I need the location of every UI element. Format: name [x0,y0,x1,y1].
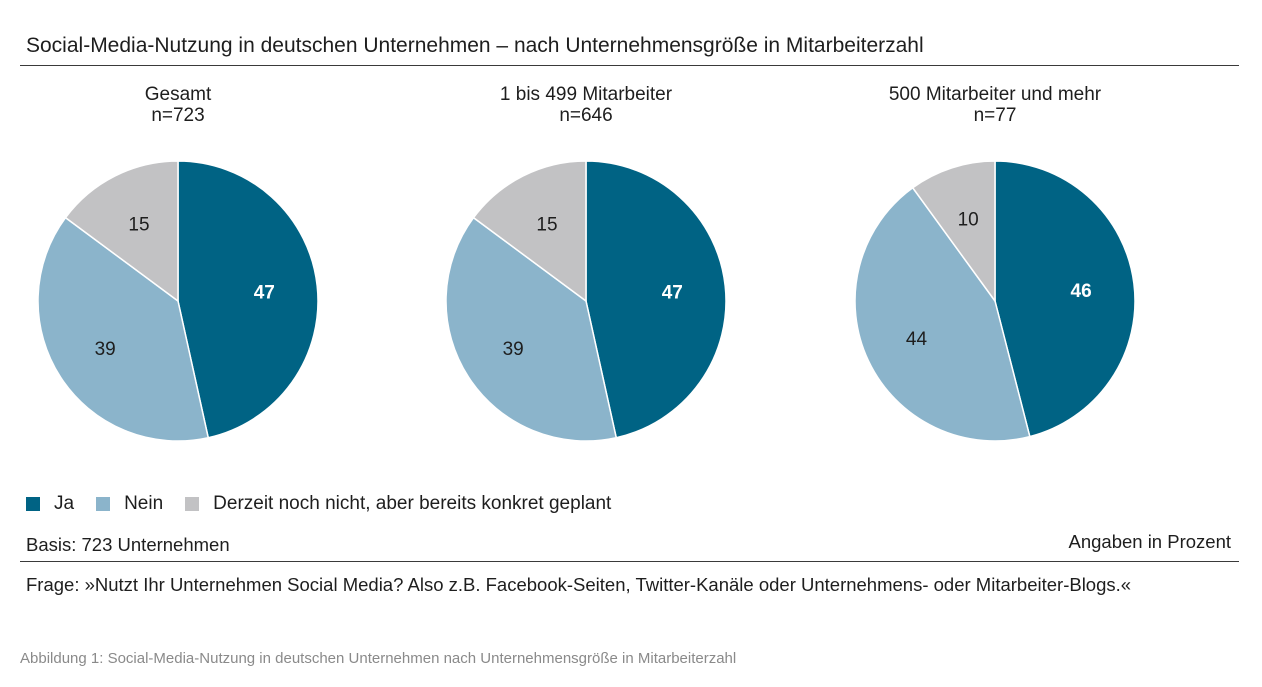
legend-label-nein: Nein [124,493,164,514]
pie-title: Gesamt [145,84,212,105]
pie-slice-nein [37,216,210,442]
legend-item-ja: Ja [26,493,74,515]
pie-sample-size: n=646 [559,105,612,126]
pie-sample-size: n=77 [974,105,1017,126]
chart-title: Social-Media-Nutzung in deutschen Untern… [26,34,924,57]
legend-item-nein: Nein [96,493,163,515]
legend: Ja Nein Derzeit noch nicht, aber bereits… [26,493,633,515]
legend-swatch-nein [96,497,111,511]
pie-slice-nein [445,216,618,442]
pie-slice-geplant [472,160,587,303]
pie-slice-nein [854,186,1031,442]
legend-label-geplant: Derzeit noch nicht, aber bereits konkret… [213,493,612,514]
pie-slice-ja [177,160,319,439]
pie-data-label-geplant: 15 [536,214,557,235]
pie-slice-ja [994,160,1136,438]
pie-slice-geplant [911,160,996,304]
pie-slice-ja [585,160,727,439]
pie-data-label-nein: 44 [906,329,928,350]
pie-data-label-geplant: 15 [128,214,149,235]
title-divider [20,65,1239,66]
footer-divider [20,561,1239,562]
figure-caption: Abbildung 1: Social-Media-Nutzung in deu… [20,650,737,667]
legend-swatch-ja [26,497,40,511]
pie-data-label-ja: 47 [254,283,275,304]
pie-title: 500 Mitarbeiter und mehr [889,84,1102,105]
legend-item-geplant: Derzeit noch nicht, aber bereits konkret… [185,493,611,515]
pie-data-label-ja: 46 [1071,281,1092,302]
pie-data-label-geplant: 10 [958,209,979,230]
pie-title: 1 bis 499 Mitarbeiter [500,84,673,105]
basis-note: Basis: 723 Unternehmen [26,534,230,555]
pie-data-label-ja: 47 [662,283,683,304]
legend-swatch-geplant [185,497,200,511]
pie-data-label-nein: 39 [95,339,116,360]
survey-question: Frage: »Nutzt Ihr Unternehmen Social Med… [26,574,1132,595]
legend-label-ja: Ja [54,493,75,514]
pie-sample-size: n=723 [151,105,204,126]
pie-slice-geplant [64,160,179,303]
unit-note: Angaben in Prozent [1068,531,1231,552]
pie-data-label-nein: 39 [503,339,524,360]
